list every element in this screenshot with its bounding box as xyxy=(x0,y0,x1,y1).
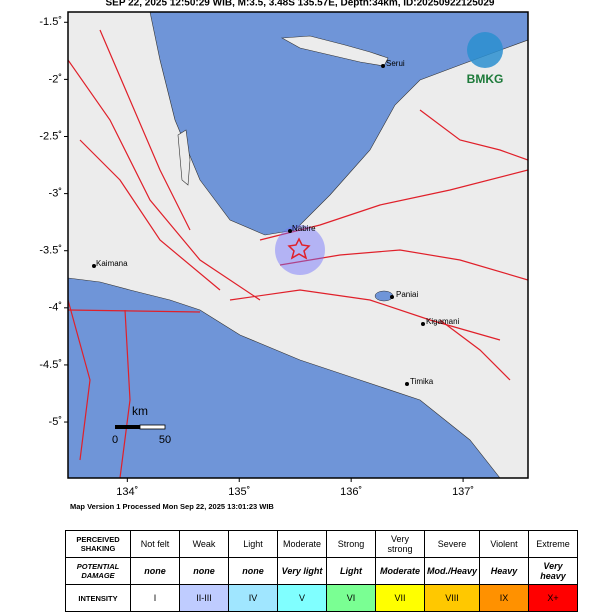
table-cell: none xyxy=(179,557,229,585)
table-cell: V xyxy=(277,584,327,612)
y-tick-label: -4˚ xyxy=(49,302,62,314)
faults xyxy=(68,29,528,478)
logo-text: BMKG xyxy=(467,72,504,86)
table-cell: VI xyxy=(326,584,376,612)
table-cell: I xyxy=(130,584,180,612)
table-cell: Weak xyxy=(179,530,229,558)
y-tick-label: -5˚ xyxy=(49,416,62,428)
place-label: Kaimana xyxy=(96,259,128,268)
table-cell: Very heavy xyxy=(528,557,579,585)
table-cell: Light xyxy=(326,557,376,585)
table-row: POTENTIAL DAMAGE none none none Very light Li… xyxy=(65,557,579,585)
footer: Map Version 1 Processed Mon Sep 22, 2025… xyxy=(70,502,274,511)
table-cell: none xyxy=(130,557,180,585)
scale-label: 50 xyxy=(159,434,171,446)
shaking-area xyxy=(275,225,325,275)
table-cell: Violent xyxy=(479,530,530,558)
place-label: Kigamani xyxy=(426,317,460,326)
table-cell: VIII xyxy=(423,584,481,612)
table-cell: Moderate xyxy=(277,530,327,558)
table-cell: IX xyxy=(479,584,530,612)
table-cell: X+ xyxy=(528,584,579,612)
row-header: POTENTIAL DAMAGE xyxy=(65,557,131,585)
y-tick-label: -4.5˚ xyxy=(39,359,62,371)
table-cell: Heavy xyxy=(479,557,530,585)
place-dot xyxy=(381,64,385,68)
place-dot xyxy=(288,229,292,233)
table-cell: none xyxy=(228,557,278,585)
place-label: Paniai xyxy=(396,290,418,299)
y-tick-label: -1.5˚ xyxy=(39,16,62,28)
row-header: INTENSITY xyxy=(65,584,131,612)
table-cell: Not felt xyxy=(130,530,180,558)
place-label: Serui xyxy=(386,59,405,68)
table-cell: Very strong xyxy=(375,530,425,558)
y-tick-label: -3.5˚ xyxy=(39,245,62,257)
scale-bar xyxy=(115,425,140,429)
land xyxy=(68,12,528,478)
x-tick-label: 134˚ xyxy=(116,486,138,498)
x-tick-label: 136˚ xyxy=(340,486,362,498)
table-cell: IV xyxy=(228,584,278,612)
table-cell: Mod./Heavy xyxy=(423,557,481,585)
x-tick-label: 135˚ xyxy=(228,486,250,498)
map-frame xyxy=(67,11,529,479)
table-cell: Strong xyxy=(326,530,376,558)
place-label: Timika xyxy=(410,377,434,386)
place-dot xyxy=(92,264,96,268)
y-tick-label: -2.5˚ xyxy=(39,130,62,142)
island xyxy=(280,35,389,67)
x-tick-label: 137˚ xyxy=(452,486,474,498)
map-body: Nabire Serui Kaimana Paniai Kigamani Tim… xyxy=(68,12,528,478)
table-cell: Moderate xyxy=(375,557,425,585)
island xyxy=(177,129,191,186)
table-row: INTENSITY I II-III IV V VI VII VIII IX X+ xyxy=(65,584,579,612)
map-title: SEP 22, 2025 12:50:29 WIB, M:3.5, 3.48S … xyxy=(106,0,495,9)
y-tick-label: -3˚ xyxy=(49,188,62,200)
epicenter xyxy=(287,237,311,260)
table-cell: Severe xyxy=(423,530,481,558)
scale-bar xyxy=(139,424,166,430)
scale-unit: km xyxy=(132,404,148,418)
map: SEP 22, 2025 12:50:29 WIB, M:3.5, 3.48S … xyxy=(39,0,529,511)
table-cell: Very light xyxy=(277,557,327,585)
table-cell: Light xyxy=(228,530,278,558)
logo-mark xyxy=(467,32,503,68)
place-dot xyxy=(390,295,394,299)
y-tick-label: -2˚ xyxy=(49,73,62,85)
place-dot xyxy=(421,322,425,326)
scale-label: 0 xyxy=(112,434,118,446)
table-cell: VII xyxy=(375,584,425,612)
table-cell: Extreme xyxy=(528,530,579,558)
place-dot xyxy=(405,382,409,386)
table-row: PERCEIVED SHAKING Not felt Weak Light Modera… xyxy=(65,530,579,558)
row-header: PERCEIVED SHAKING xyxy=(65,530,131,558)
place-label: Nabire xyxy=(292,224,316,233)
table-cell: II-III xyxy=(179,584,229,612)
